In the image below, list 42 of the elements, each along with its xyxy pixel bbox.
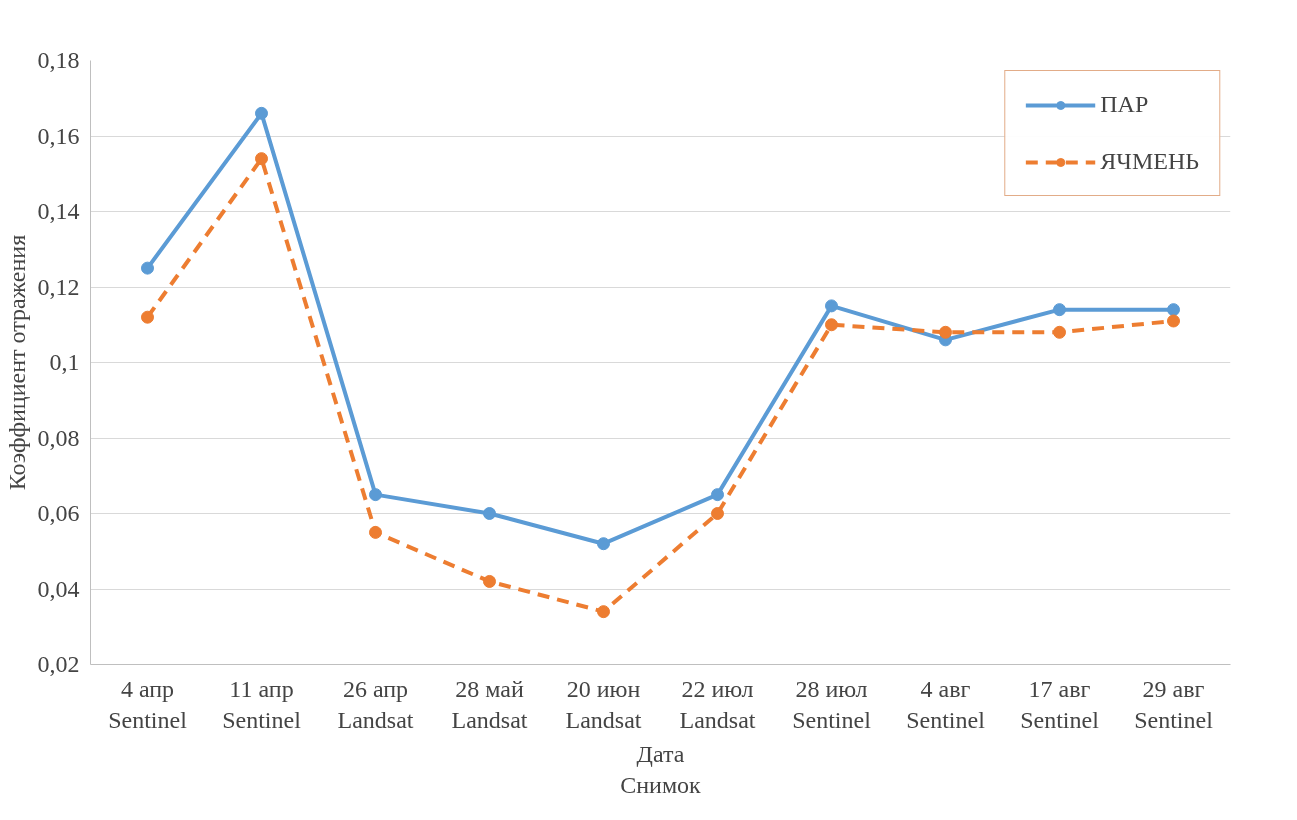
y-tick-label: 0,02 xyxy=(37,651,80,677)
point xyxy=(369,525,382,539)
x-axis-title: Дата Снимок xyxy=(620,740,702,798)
point xyxy=(825,299,838,313)
x-tick-label: 28 июл Sentinel xyxy=(792,675,872,733)
point xyxy=(255,152,268,166)
point xyxy=(483,574,496,588)
y-tick-label: 0,08 xyxy=(37,424,80,451)
point xyxy=(255,106,268,120)
y-tick-label: 0,18 xyxy=(37,47,80,73)
x-tick-label: 28 май Landsat xyxy=(451,675,528,733)
y-tick-label: 0,12 xyxy=(37,273,80,300)
x-tick-label: 11 апр Sentinel xyxy=(222,675,302,733)
y-tick-label: 0,1 xyxy=(49,349,80,375)
point xyxy=(711,488,724,502)
y-tick-label: 0,04 xyxy=(37,575,80,602)
point xyxy=(597,537,610,551)
point xyxy=(711,507,724,520)
point xyxy=(1053,325,1066,339)
x-tick-label: 20 июн Landsat xyxy=(565,675,642,733)
x-tick-label: 17 авг Sentinel xyxy=(1020,675,1100,733)
y-axis-title: Коэффициент отражения xyxy=(3,234,30,491)
point xyxy=(483,507,496,520)
point xyxy=(939,325,952,339)
legend-label: ПАР xyxy=(1100,91,1149,118)
x-tick-label: 29 авг Sentinel xyxy=(1134,675,1214,733)
point xyxy=(369,488,382,502)
x-tick-label: 26 апр Landsat xyxy=(337,675,414,733)
point xyxy=(597,605,610,619)
x-tick-label: 4 авг Sentinel xyxy=(906,675,986,733)
legend-label: ЯЧМЕНЬ xyxy=(1100,148,1199,175)
point xyxy=(141,310,154,324)
point xyxy=(1053,303,1066,317)
y-tick-label: 0,16 xyxy=(37,122,80,149)
point xyxy=(141,261,154,275)
point xyxy=(1167,303,1180,317)
y-tick-label: 0,14 xyxy=(37,198,80,224)
point xyxy=(1167,314,1180,328)
x-tick-label: 4 апр Sentinel xyxy=(108,675,188,733)
x-tick-label: 22 июл Landsat xyxy=(679,675,756,733)
point xyxy=(825,318,838,332)
y-tick-label: 0,06 xyxy=(37,500,80,526)
